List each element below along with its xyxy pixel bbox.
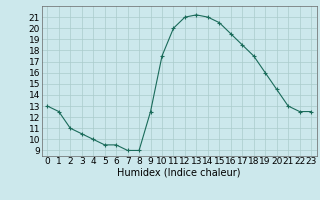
X-axis label: Humidex (Indice chaleur): Humidex (Indice chaleur)	[117, 168, 241, 178]
